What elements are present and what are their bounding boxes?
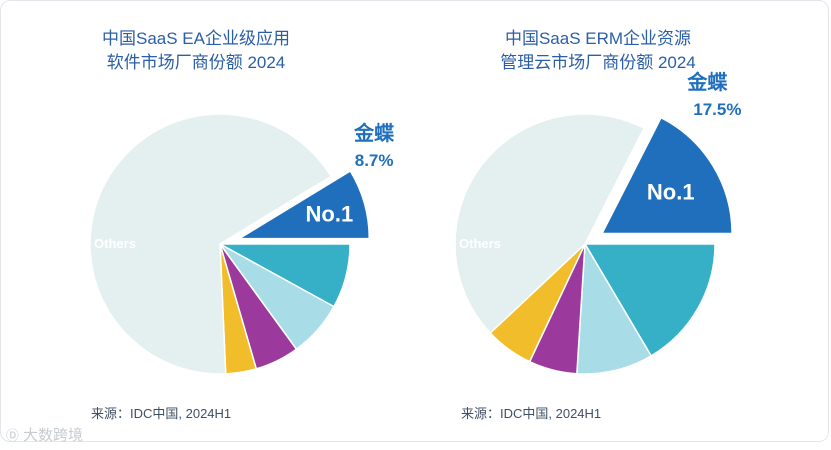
watermark-text: 大数跨境 — [23, 427, 84, 444]
chart-title-line-2: 管理云市场厂商份额 2024 — [500, 53, 696, 72]
chart-panel-erm: 中国SaaS ERM企业资源 管理云市场厂商份额 2024 No.1 金蝶 17.5… — [411, 1, 821, 443]
chart-title-line-2: 软件市场厂商份额 2024 — [106, 53, 286, 72]
watermark: Ⓓ 大数跨境 — [6, 424, 83, 445]
slice-name-label: 金蝶 — [353, 121, 395, 145]
slice-others-label: Others — [459, 236, 501, 251]
chart-title-line-1: 中国SaaS EA企业级应用 — [102, 29, 290, 48]
pie-slice-2 — [576, 241, 653, 375]
watermark-logo-icon: Ⓓ — [6, 428, 20, 443]
chart-title-line-1: 中国SaaS ERM企业资源 — [504, 29, 692, 48]
pie-slice-kingdee — [236, 169, 371, 240]
slice-rank-label: No.1 — [647, 179, 695, 204]
slice-value-label: 8.7% — [355, 151, 394, 170]
chart-panel-ea: 中国SaaS EA企业级应用 软件市场厂商份额 2024 No.1 金蝶 8.7% O… — [1, 1, 411, 443]
chart-title-ea: 中国SaaS EA企业级应用 软件市场厂商份额 2024 — [0, 27, 401, 75]
chart-title-erm: 中国SaaS ERM企业资源 管理云市场厂商份额 2024 — [393, 27, 803, 75]
slice-others-label: Others — [94, 236, 136, 251]
chart-card: 中国SaaS EA企业级应用 软件市场厂商份额 2024 No.1 金蝶 8.7% O… — [0, 0, 829, 442]
pie-chart-erm: No.1 金蝶 17.5% Others — [454, 70, 741, 375]
slice-name-label: 金蝶 — [686, 70, 728, 94]
slice-value-label: 17.5% — [693, 100, 741, 119]
pie-slice-1 — [583, 243, 716, 357]
slice-rank-label: No.1 — [306, 201, 354, 226]
pie-slice-others — [89, 113, 333, 375]
pie-slice-kingdee — [600, 116, 733, 235]
source-note-ea: 来源：IDC中国, 2024H1 — [91, 406, 232, 421]
source-note-erm: 来源：IDC中国, 2024H1 — [461, 406, 602, 421]
pie-chart-ea: No.1 金蝶 8.7% Others — [89, 113, 395, 375]
pie-slice-others — [454, 113, 646, 335]
